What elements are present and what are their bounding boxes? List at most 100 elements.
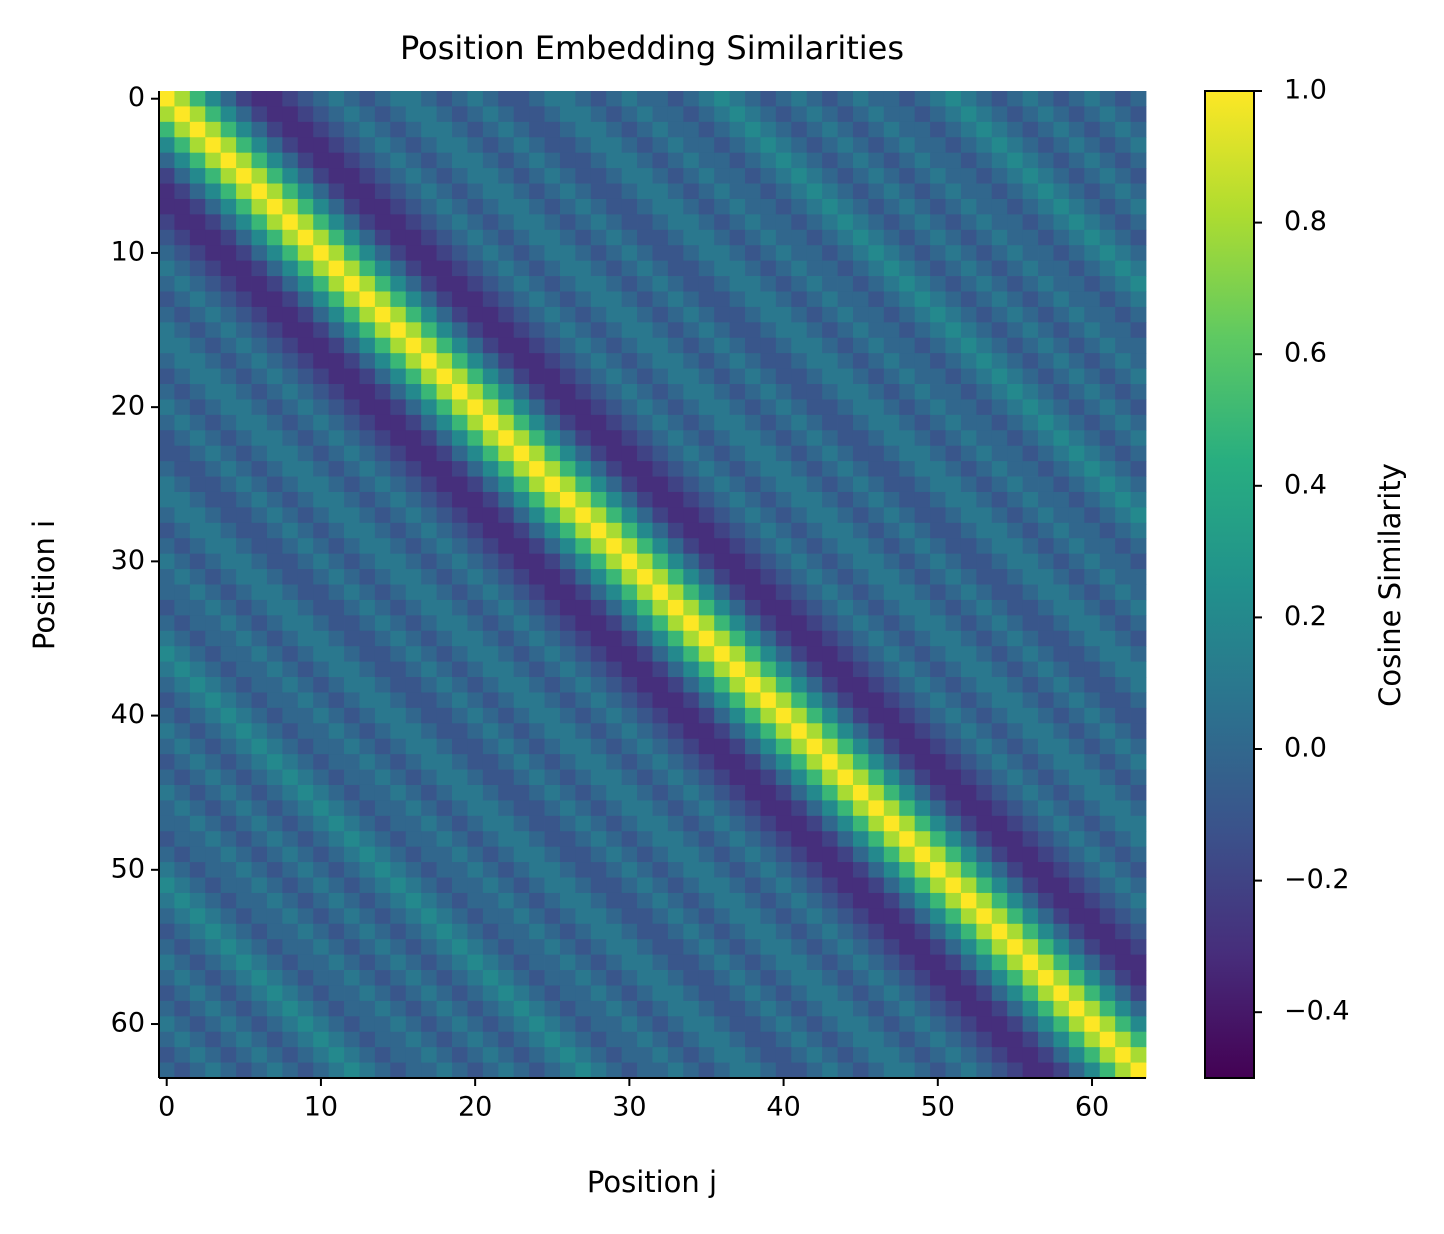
heatmap-cell bbox=[852, 1016, 869, 1033]
heatmap-cell bbox=[652, 738, 669, 755]
heatmap-cell bbox=[405, 353, 422, 369]
heatmap-cell bbox=[1115, 846, 1131, 863]
heatmap-cell bbox=[513, 707, 530, 724]
heatmap-cell bbox=[174, 461, 191, 477]
heatmap-cell bbox=[344, 538, 360, 555]
heatmap-cell bbox=[513, 414, 530, 431]
heatmap-cell bbox=[930, 168, 946, 184]
heatmap-cell bbox=[297, 584, 314, 601]
heatmap-cell bbox=[1115, 1000, 1131, 1017]
heatmap-cell bbox=[313, 599, 330, 616]
heatmap-cell bbox=[220, 923, 237, 940]
heatmap-cell bbox=[1068, 723, 1085, 740]
heatmap-cell bbox=[174, 784, 191, 801]
heatmap-cell bbox=[683, 430, 700, 447]
heatmap-cell bbox=[1068, 800, 1085, 817]
heatmap-cell bbox=[760, 677, 777, 693]
heatmap-cell bbox=[883, 769, 900, 786]
heatmap-cell bbox=[775, 553, 792, 570]
heatmap-cell bbox=[174, 399, 191, 416]
heatmap-cell bbox=[606, 954, 623, 971]
heatmap-cell bbox=[899, 970, 916, 986]
heatmap-cell bbox=[220, 862, 237, 878]
heatmap-cell bbox=[775, 692, 792, 709]
heatmap-cell bbox=[667, 106, 684, 123]
heatmap-cell bbox=[822, 815, 838, 832]
heatmap-cell bbox=[236, 954, 252, 971]
heatmap-cell bbox=[529, 707, 545, 724]
heatmap-cell bbox=[174, 615, 191, 632]
heatmap-cell bbox=[621, 954, 638, 971]
heatmap-cell bbox=[960, 121, 977, 138]
heatmap-cell bbox=[868, 553, 885, 570]
heatmap-cell bbox=[1038, 707, 1054, 724]
heatmap-cell bbox=[883, 461, 900, 477]
heatmap-cell bbox=[729, 784, 746, 801]
heatmap-cell bbox=[1053, 368, 1070, 385]
heatmap-cell bbox=[159, 831, 175, 848]
heatmap-cell bbox=[868, 1000, 885, 1017]
heatmap-cell bbox=[960, 954, 977, 971]
heatmap-cell bbox=[174, 954, 191, 971]
heatmap-cell bbox=[775, 121, 792, 138]
heatmap-cell bbox=[652, 152, 669, 169]
heatmap-cell bbox=[621, 137, 638, 154]
heatmap-cell bbox=[899, 322, 916, 339]
heatmap-cell bbox=[467, 646, 484, 663]
heatmap-cell bbox=[667, 646, 684, 663]
heatmap-cell bbox=[852, 1062, 869, 1079]
heatmap-cell bbox=[421, 723, 437, 740]
heatmap-cell bbox=[421, 1016, 437, 1033]
heatmap-cell bbox=[1022, 846, 1039, 863]
heatmap-cell bbox=[452, 337, 468, 354]
heatmap-cell bbox=[359, 1016, 376, 1033]
heatmap-cell bbox=[606, 970, 623, 986]
heatmap-cell bbox=[914, 538, 931, 555]
heatmap-cell bbox=[559, 183, 576, 200]
heatmap-cell bbox=[266, 306, 283, 323]
heatmap-cell bbox=[159, 615, 175, 632]
heatmap-cell bbox=[266, 399, 283, 416]
heatmap-cell bbox=[313, 538, 330, 555]
heatmap-cell bbox=[1084, 306, 1101, 323]
heatmap-cell bbox=[1099, 630, 1116, 647]
heatmap-cell bbox=[683, 137, 700, 154]
heatmap-cell bbox=[652, 322, 669, 339]
heatmap-cell bbox=[914, 908, 931, 925]
heatmap-cell bbox=[960, 661, 977, 678]
heatmap-cell bbox=[1099, 245, 1116, 262]
heatmap-cell bbox=[991, 121, 1008, 138]
heatmap-cell bbox=[498, 522, 515, 539]
heatmap-cell bbox=[899, 1047, 916, 1063]
heatmap-cell bbox=[960, 183, 977, 200]
heatmap-cell bbox=[266, 106, 283, 123]
heatmap-cell bbox=[529, 1062, 545, 1079]
heatmap-cell bbox=[1068, 183, 1085, 200]
heatmap-cell bbox=[760, 152, 777, 169]
heatmap-cell bbox=[852, 754, 869, 770]
heatmap-cell bbox=[760, 198, 777, 215]
heatmap-cell bbox=[729, 106, 746, 123]
heatmap-cell bbox=[960, 831, 977, 848]
heatmap-cell bbox=[1038, 831, 1054, 848]
heatmap-cell bbox=[1130, 276, 1147, 292]
heatmap-cell bbox=[421, 908, 437, 925]
heatmap-cell bbox=[637, 892, 653, 909]
heatmap-cell bbox=[868, 461, 885, 477]
heatmap-cell bbox=[822, 846, 838, 863]
heatmap-cell bbox=[390, 353, 407, 369]
heatmap-cell bbox=[251, 769, 268, 786]
heatmap-cell bbox=[467, 831, 484, 848]
heatmap-cell bbox=[637, 815, 653, 832]
heatmap-cell bbox=[621, 1016, 638, 1033]
heatmap-cell bbox=[559, 137, 576, 154]
heatmap-cell bbox=[297, 723, 314, 740]
heatmap-cell bbox=[205, 137, 222, 154]
heatmap-cell bbox=[498, 707, 515, 724]
heatmap-cell bbox=[976, 476, 993, 493]
heatmap-cell bbox=[1022, 507, 1039, 524]
heatmap-cell bbox=[791, 538, 808, 555]
heatmap-cell bbox=[991, 661, 1008, 678]
heatmap-cell bbox=[852, 800, 869, 817]
heatmap-cell bbox=[1022, 923, 1039, 940]
